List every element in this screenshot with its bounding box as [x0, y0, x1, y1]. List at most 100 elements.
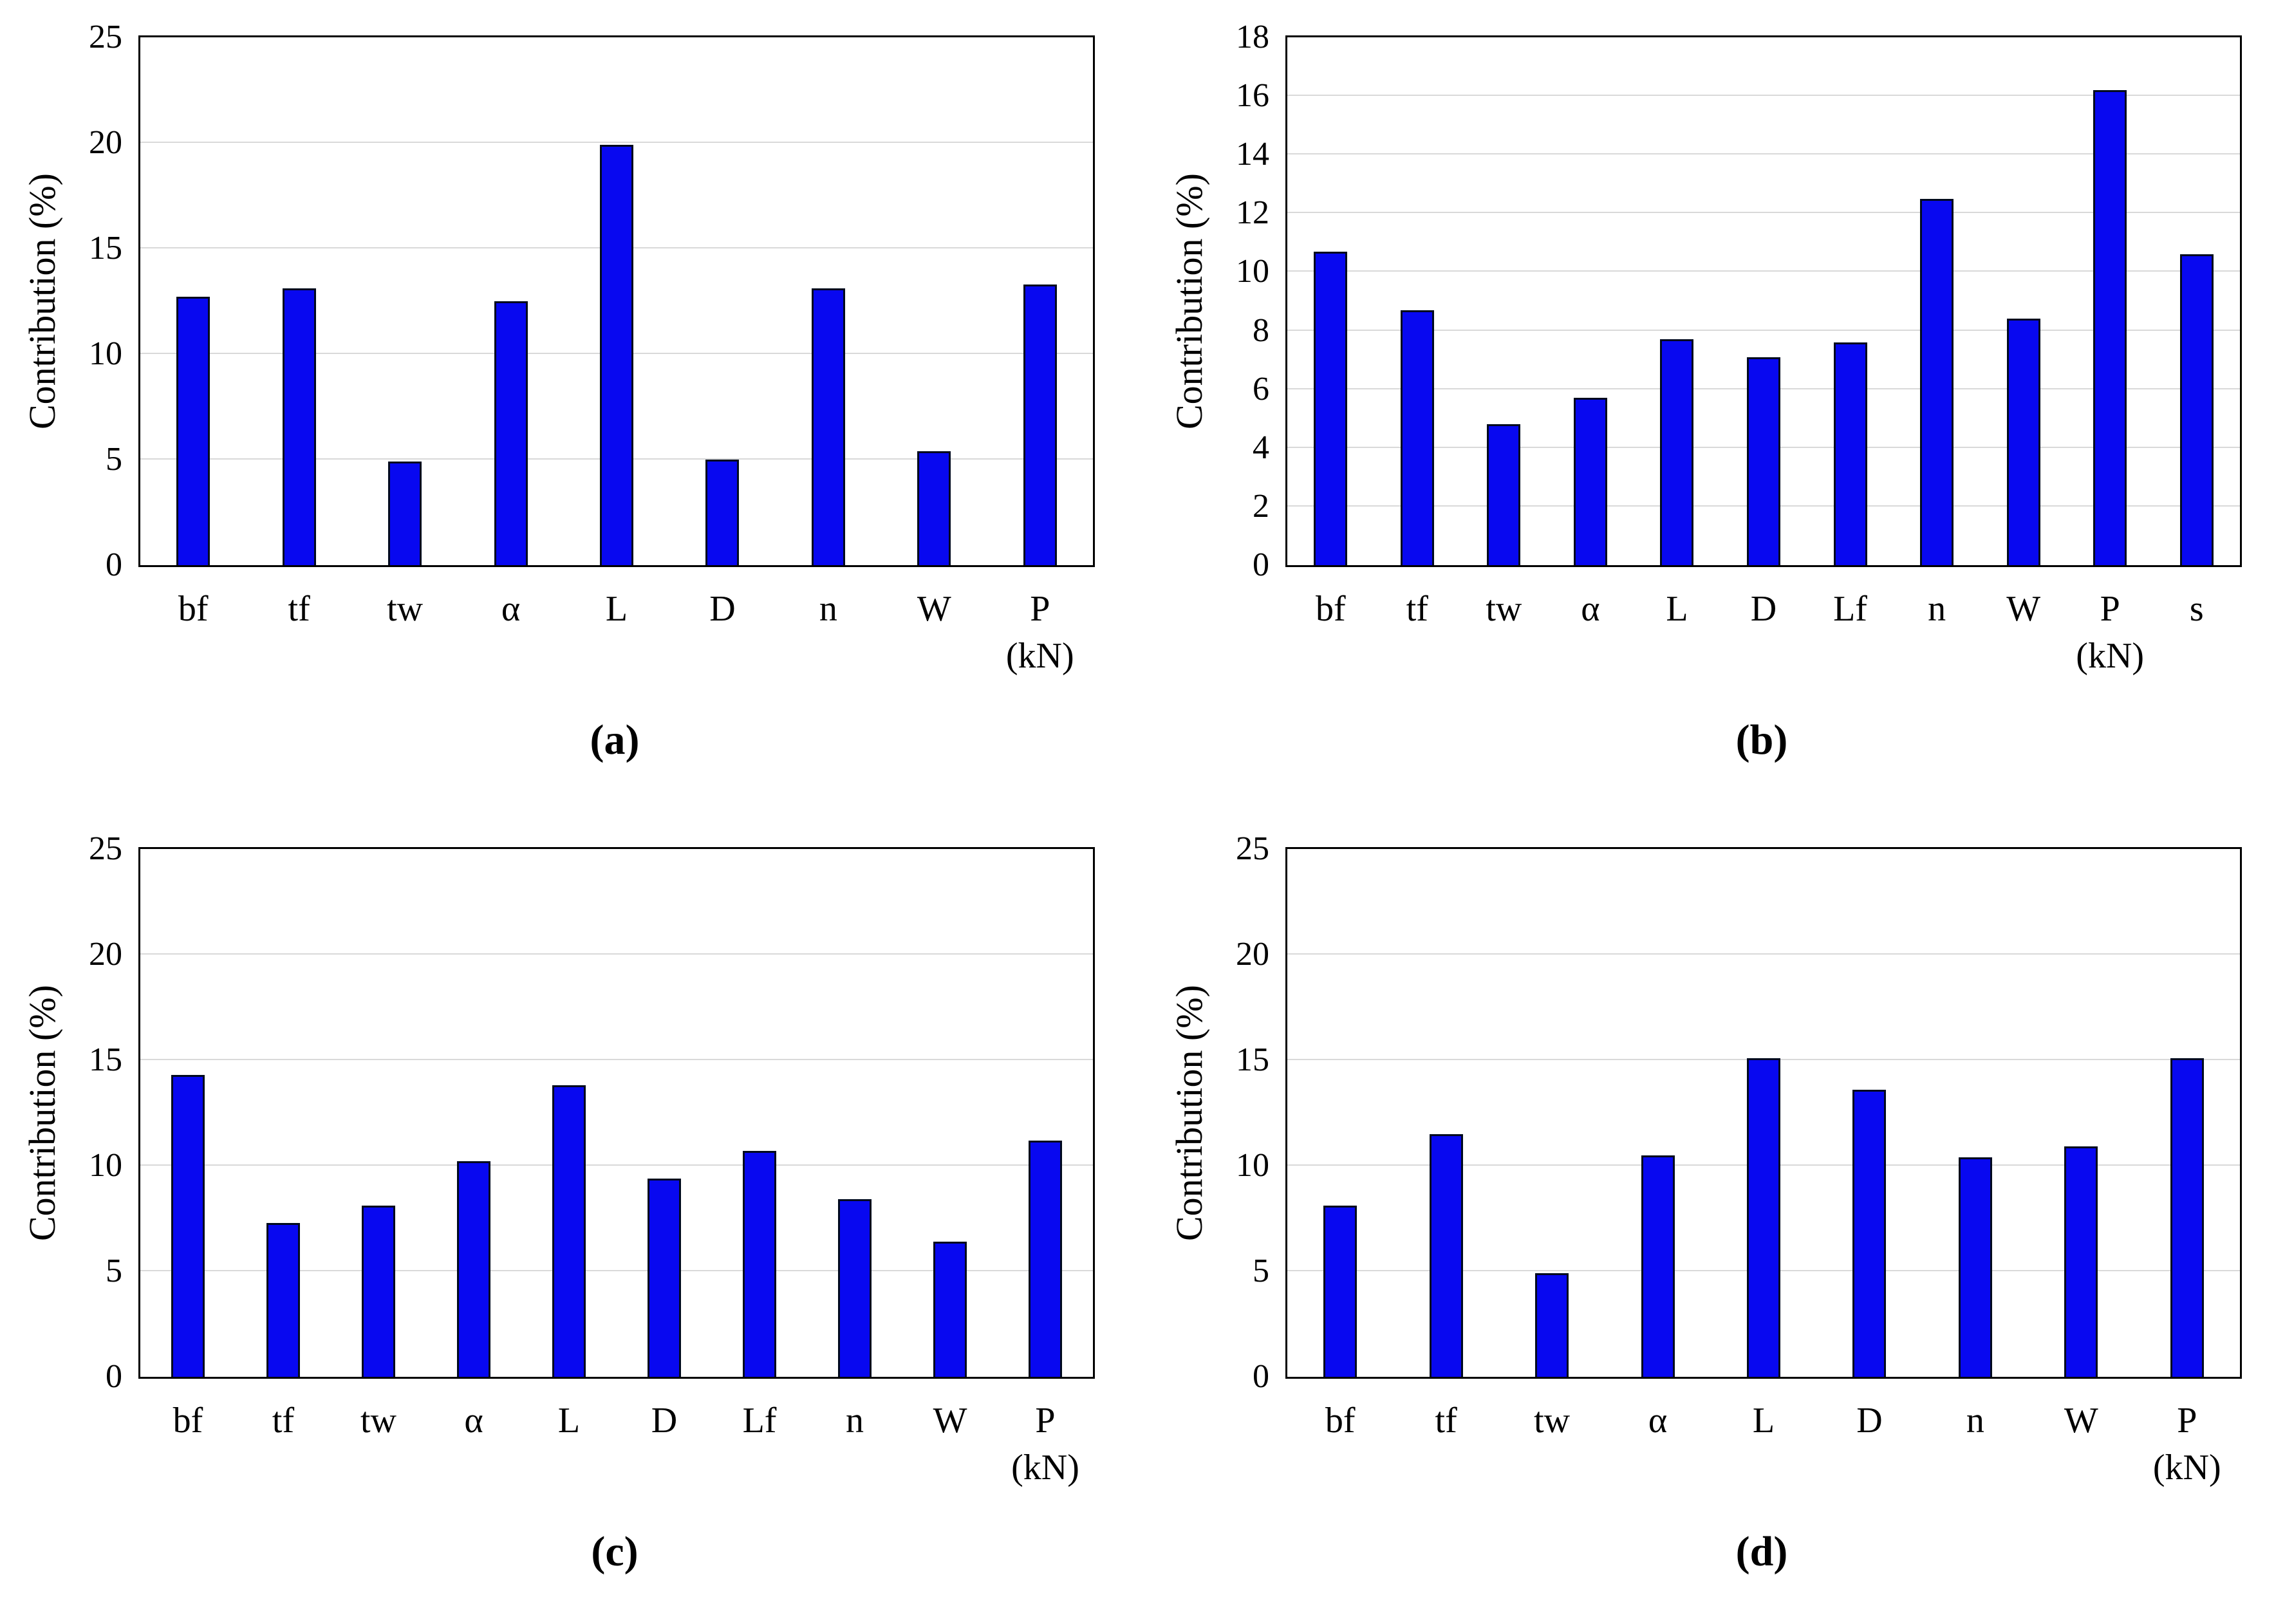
x-tick-label: tf: [246, 586, 351, 633]
y-tick-label: 10: [89, 1147, 122, 1184]
x-tick-line: n: [1928, 589, 1946, 629]
bar: [1487, 424, 1521, 565]
x-tick-line: n: [1966, 1401, 1984, 1441]
bar-chart-b: Contribution (%) 0 2 4 6 8 10 12 14 16 18 bf tf tw α L…: [1147, 0, 2294, 812]
x-tick-line: tf: [272, 1401, 295, 1441]
gridline: [140, 953, 1093, 955]
x-tick-line: Lf: [1833, 589, 1867, 629]
gridline: [140, 1270, 1093, 1271]
x-tick-line: tw: [360, 1401, 396, 1441]
y-axis-title: Contribution (%): [1168, 173, 1210, 429]
y-tick-label: 20: [1236, 936, 1269, 973]
plot-area: 0 2 4 6 8 10 12 14 16 18 bf tf tw α L D Lf n W P (kN) s: [1236, 21, 2242, 676]
x-tick-line: (kN): [1011, 1447, 1079, 1488]
chart-caption: (d): [1735, 1528, 1788, 1575]
x-tick-line: Lf: [742, 1401, 777, 1441]
bar: [388, 462, 422, 565]
gridline: [1287, 329, 2240, 331]
bar: [705, 460, 740, 565]
x-tick-line: n: [846, 1401, 864, 1441]
x-tick-label: W: [902, 1397, 998, 1444]
gridline: [140, 142, 1093, 143]
bar: [1747, 357, 1780, 565]
y-tick-label: 20: [89, 936, 122, 973]
x-tick-line: (kN): [1005, 635, 1074, 676]
y-tick-label: 25: [89, 19, 122, 55]
bar: [2064, 1146, 2098, 1377]
x-tick-line: bf: [178, 589, 209, 629]
x-tick-label: bf: [1287, 1397, 1393, 1444]
y-tick-label: 8: [1253, 312, 1269, 349]
x-tick-label: L: [564, 586, 669, 633]
bar: [1314, 251, 1348, 565]
x-tick-label: tf: [1374, 586, 1461, 633]
x-tick-line: tw: [1534, 1401, 1571, 1441]
bar: [1023, 284, 1057, 565]
y-tick-label: 12: [1236, 194, 1269, 232]
x-tick-line: tf: [288, 589, 310, 629]
x-tick-label: W: [881, 586, 987, 633]
y-tick-label: 25: [1236, 830, 1269, 867]
x-tick-label: L: [1634, 586, 1720, 633]
x-tick-label: W: [2028, 1397, 2134, 1444]
bar: [1660, 339, 1694, 565]
x-tick-line: D: [709, 589, 736, 629]
y-tick-label: 0: [1253, 1358, 1269, 1395]
y-tick-label: 15: [89, 230, 122, 266]
chart-caption: (b): [1735, 716, 1788, 763]
x-tick-label: P (kN): [2067, 586, 2154, 680]
plot-area: 0 5 10 15 20 25 bf tf tw α L D Lf n W P (kN): [89, 832, 1095, 1488]
bar: [648, 1178, 681, 1377]
y-tick-label: 20: [89, 124, 122, 161]
x-tick-label: n: [1923, 1397, 2028, 1444]
x-tick-line: L: [605, 589, 628, 629]
gridline: [1287, 212, 2240, 214]
bar: [266, 1222, 300, 1377]
bar: [1429, 1134, 1463, 1377]
bar: [2170, 1058, 2204, 1377]
bar: [1535, 1273, 1569, 1377]
x-tick-label: D: [1816, 1397, 1922, 1444]
gridline: [1287, 270, 2240, 272]
bar: [171, 1074, 205, 1377]
y-tick-label: 4: [1253, 429, 1269, 466]
x-tick-line: n: [819, 589, 837, 629]
x-tick-label: bf: [140, 1397, 236, 1444]
x-tick-line: α: [1581, 589, 1600, 629]
gridline: [140, 1164, 1093, 1166]
y-tick-label: 0: [106, 1358, 122, 1395]
bar: [1747, 1058, 1780, 1377]
bar: [1641, 1155, 1675, 1377]
x-tick-line: P: [1035, 1401, 1056, 1441]
bar: [1400, 310, 1434, 565]
gridline: [1287, 153, 2240, 155]
x-tick-line: bf: [1315, 589, 1346, 629]
bar: [1323, 1206, 1357, 1377]
bar: [1958, 1157, 1992, 1377]
bar: [1029, 1140, 1062, 1377]
bar: [2179, 254, 2214, 565]
x-tick-label: bf: [1287, 586, 1374, 633]
x-tick-label: tf: [236, 1397, 331, 1444]
bar: [1920, 198, 1954, 565]
x-tick-line: L: [1666, 589, 1688, 629]
x-tick-line: bf: [173, 1401, 203, 1441]
bar: [362, 1206, 395, 1377]
x-tick-label: D: [1720, 586, 1807, 633]
chart-caption: (c): [591, 1528, 639, 1575]
x-tick-line: P: [2177, 1401, 2197, 1441]
x-tick-line: W: [933, 1401, 967, 1441]
bar: [838, 1199, 872, 1377]
x-tick-label: P (kN): [998, 1397, 1093, 1491]
x-tick-label: α: [426, 1397, 521, 1444]
x-tick-line: W: [2064, 1401, 2098, 1441]
x-tick-line: L: [1752, 1401, 1775, 1441]
x-tick-line: P: [2100, 589, 2120, 629]
bar: [282, 288, 316, 565]
x-tick-line: s: [2189, 589, 2204, 629]
x-tick-label: tf: [1393, 1397, 1498, 1444]
y-tick-label: 2: [1253, 487, 1269, 525]
x-tick-label: P (kN): [987, 586, 1093, 680]
